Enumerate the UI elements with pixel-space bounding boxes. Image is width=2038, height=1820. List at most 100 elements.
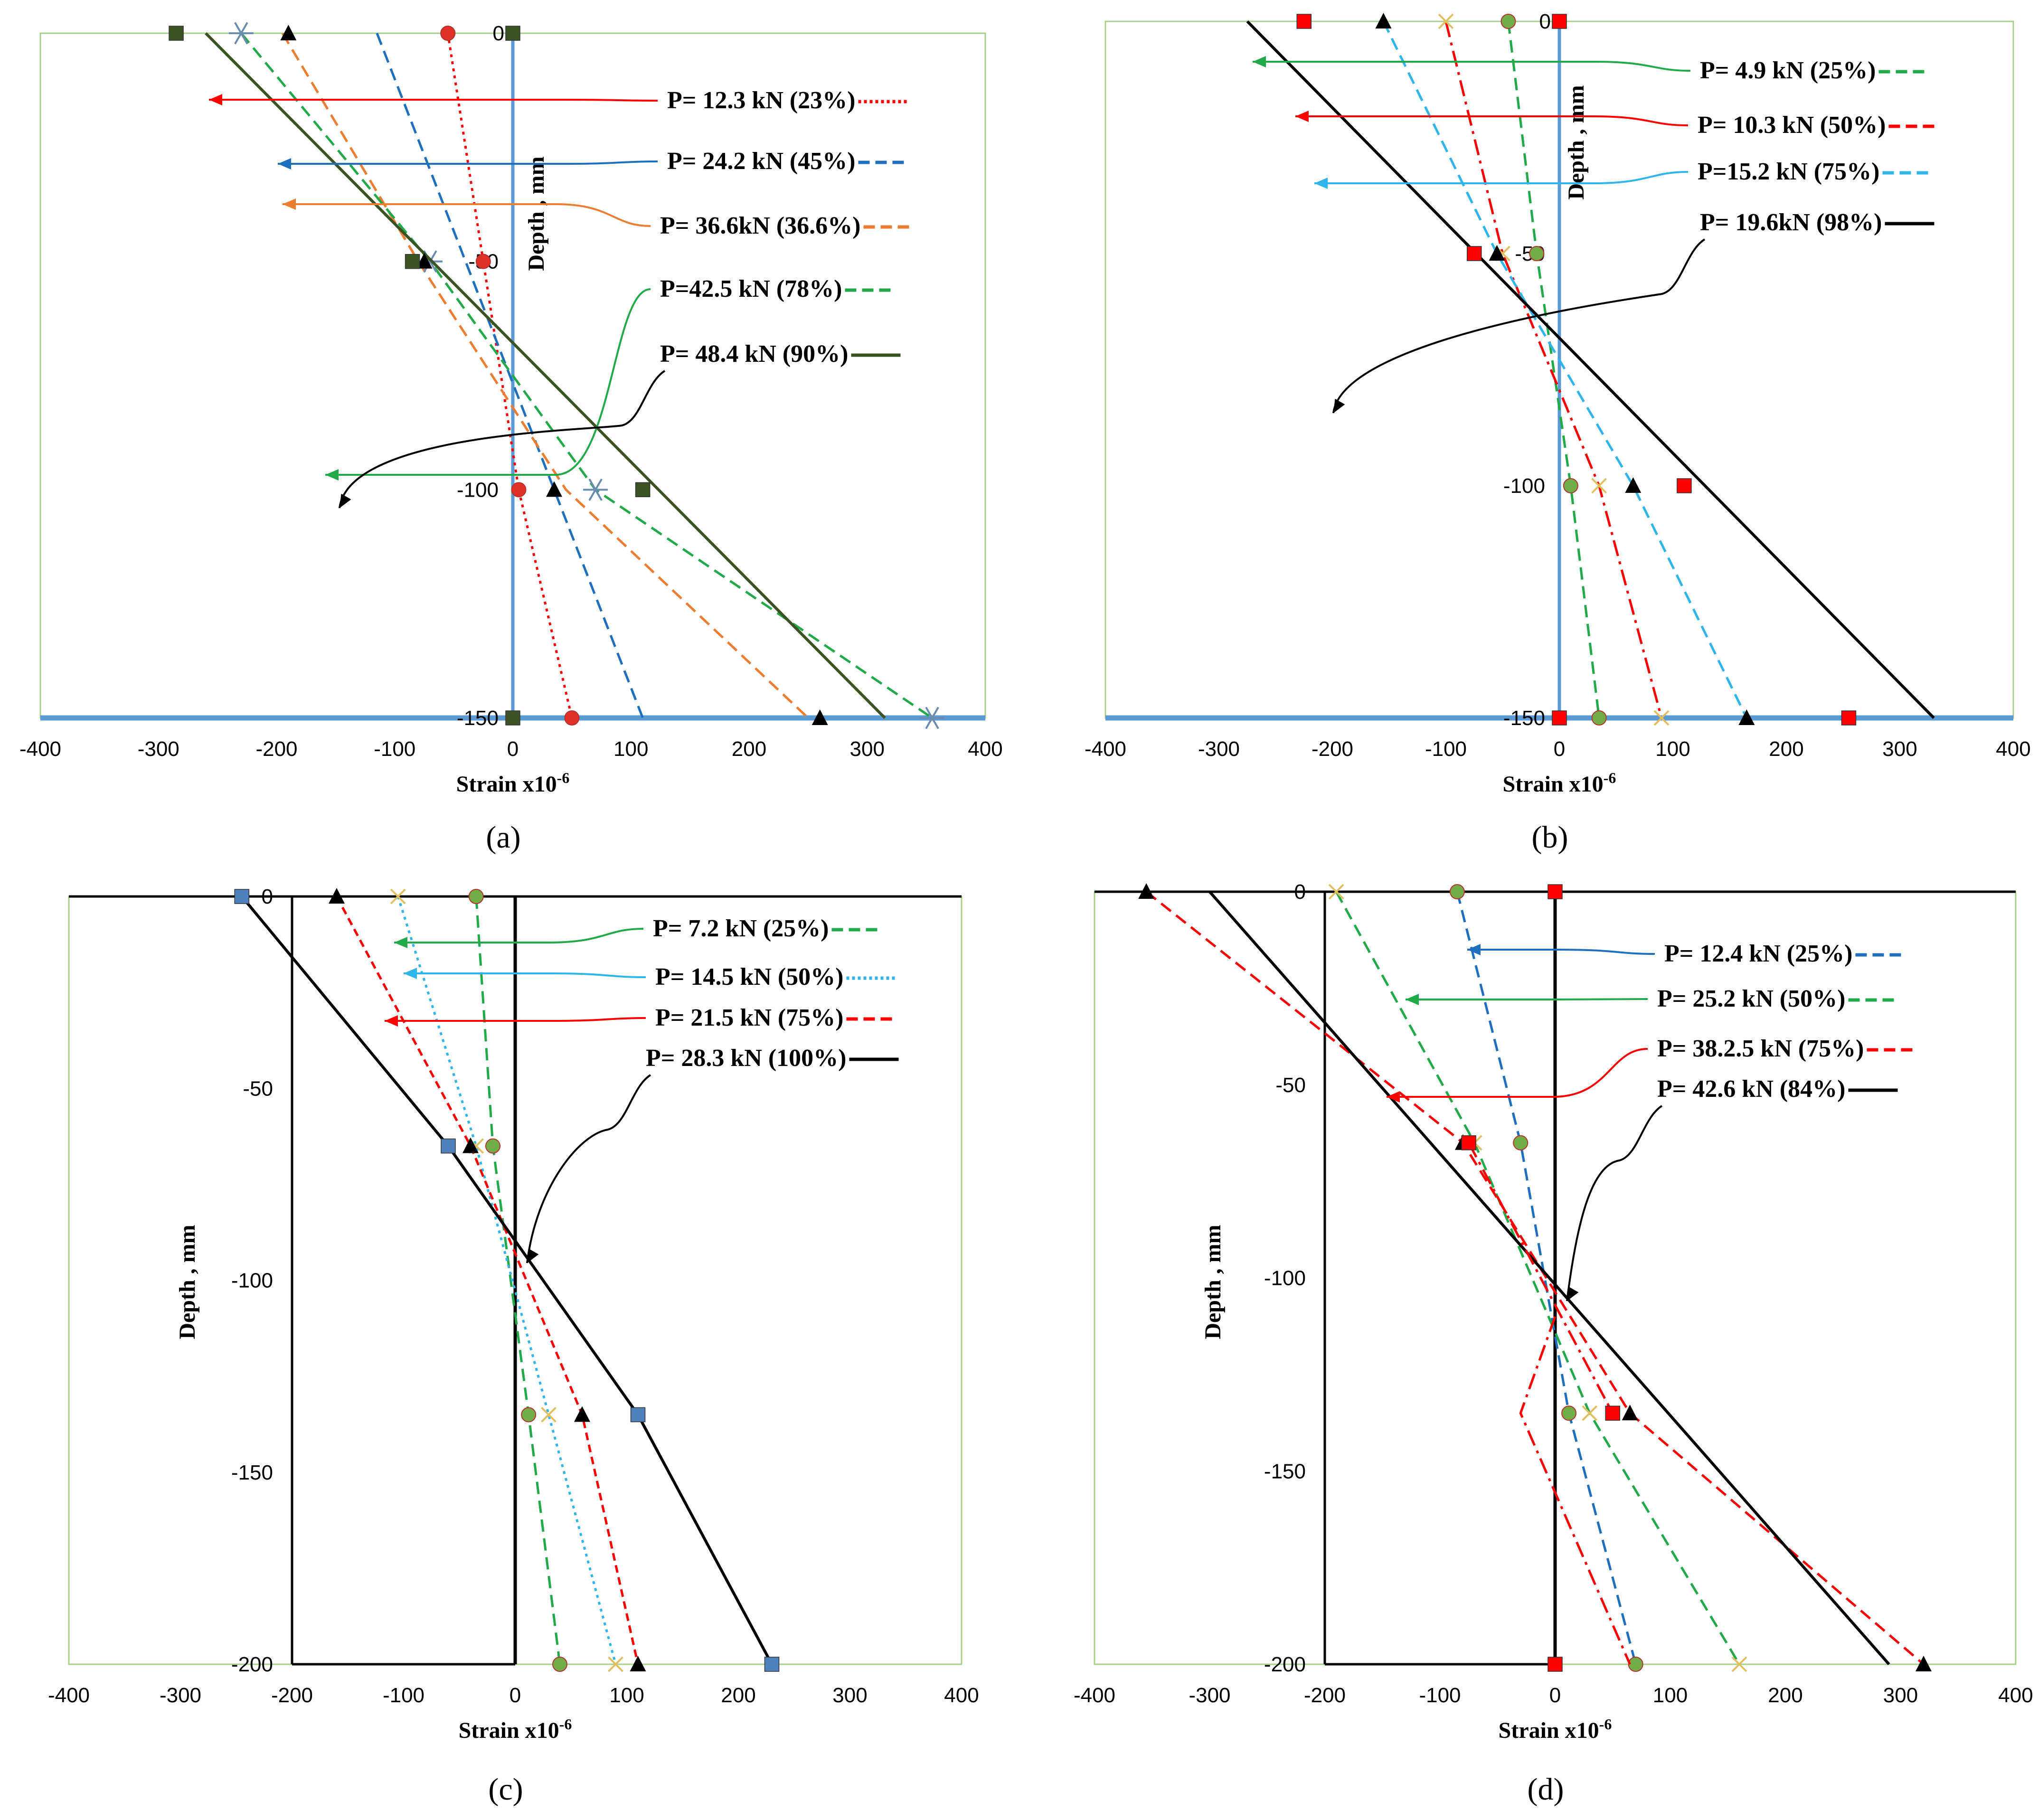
x-tick-label: -300 bbox=[1189, 1684, 1230, 1707]
data-point-circle bbox=[1563, 478, 1578, 493]
legend-entry: P= 10.3 kN (50%) bbox=[1295, 111, 1938, 139]
y-tick-label: 0 bbox=[262, 885, 273, 908]
legend-arrow bbox=[1406, 998, 1648, 1000]
series-line bbox=[446, 33, 573, 718]
series-2 bbox=[376, 33, 644, 718]
legend-arrowhead bbox=[527, 1248, 539, 1263]
x-axis-title-sup: -6 bbox=[1599, 1716, 1612, 1733]
x-tick-label: 0 bbox=[1554, 737, 1565, 761]
legend-label: P= 10.3 kN (50%) bbox=[1698, 112, 1886, 139]
data-point-circle bbox=[511, 482, 527, 498]
legend-entry: P= 12.3 kN (23%) bbox=[209, 87, 908, 114]
x-tick-label: -400 bbox=[1074, 1684, 1115, 1707]
series-3 bbox=[329, 888, 646, 1671]
chart-panel-a: -400-300-200-10001002003004000-50-100-15… bbox=[19, 22, 1003, 855]
x-tick-label: -300 bbox=[160, 1684, 201, 1707]
data-point-circle bbox=[1500, 14, 1516, 29]
data-point-square bbox=[169, 26, 184, 41]
x-tick-label: 0 bbox=[510, 1684, 521, 1707]
y-tick-label: -150 bbox=[1503, 707, 1545, 730]
series-4 bbox=[234, 889, 780, 1672]
legend-arrow bbox=[385, 1017, 646, 1022]
data-point-triangle bbox=[1622, 1405, 1638, 1421]
series-6 bbox=[280, 25, 828, 725]
data-point-x bbox=[1591, 478, 1607, 494]
data-point-triangle bbox=[574, 1406, 590, 1422]
data-point-triangle bbox=[546, 481, 563, 497]
x-tick-label: 300 bbox=[850, 737, 885, 761]
data-point-square bbox=[1841, 710, 1857, 726]
legend-arrowhead bbox=[283, 198, 296, 210]
legend-arrow bbox=[1295, 115, 1689, 126]
y-tick-label: 0 bbox=[1294, 880, 1306, 904]
x-tick-label: 200 bbox=[1769, 737, 1803, 761]
x-tick-label: 300 bbox=[1882, 737, 1917, 761]
series-line bbox=[335, 896, 639, 1665]
data-point-square bbox=[1547, 1657, 1563, 1672]
legend-entry: P= 4.9 kN (25%) bbox=[1253, 56, 1928, 84]
series-5 bbox=[1461, 884, 1620, 1672]
series-line bbox=[1208, 891, 1890, 1665]
x-tick-label: -300 bbox=[1198, 737, 1240, 761]
y-axis-title: Depth , mm bbox=[1200, 1225, 1226, 1339]
legend-entry: P= 12.4 kN (25%) bbox=[1467, 940, 1905, 967]
legend-arrow bbox=[325, 288, 651, 476]
x-axis-title: Strain x10-6 bbox=[1499, 1716, 1612, 1743]
series-line bbox=[1467, 1142, 1614, 1414]
data-point-square bbox=[764, 1657, 780, 1672]
chart-panel-d: -400 -300 -200 -100 0 100 200 300 400 0 -50 -100 -15… bbox=[1074, 880, 2033, 1807]
x-tick-label: 400 bbox=[1996, 737, 2030, 761]
data-point-circle bbox=[468, 889, 484, 904]
series-line bbox=[376, 33, 644, 718]
legend-arrow bbox=[1387, 1048, 1648, 1098]
x-axis-title-sup: -6 bbox=[557, 769, 570, 786]
legend-arrow bbox=[278, 160, 658, 165]
legend-label: P= 19.6kN (98%) bbox=[1700, 209, 1882, 236]
legend-arrowhead bbox=[1253, 56, 1266, 67]
data-point-x bbox=[1328, 884, 1344, 900]
data-point-square bbox=[441, 1138, 456, 1154]
legend-arrowhead bbox=[1406, 994, 1419, 1005]
series-5 bbox=[205, 32, 886, 719]
series-1 bbox=[468, 889, 567, 1672]
y-tick-label: -150 bbox=[231, 1461, 273, 1484]
data-point-triangle bbox=[1625, 477, 1642, 493]
legend-arrowhead bbox=[1333, 398, 1345, 413]
x-tick-label: -100 bbox=[1419, 1684, 1461, 1707]
x-axis-title-sup: -6 bbox=[559, 1716, 572, 1733]
data-point-circle bbox=[1449, 884, 1465, 899]
legend-label: P= 36.6kN (36.6%) bbox=[660, 212, 861, 239]
data-point-x bbox=[390, 888, 406, 905]
data-point-circle bbox=[521, 1407, 537, 1423]
x-tick-label: -100 bbox=[1425, 737, 1467, 761]
legend-label: P= 21.5 kN (75%) bbox=[655, 1004, 844, 1031]
series-2 bbox=[390, 888, 623, 1672]
panel-caption: (c) bbox=[488, 1772, 523, 1807]
data-point-x bbox=[1653, 710, 1670, 726]
data-point-circle bbox=[1513, 1135, 1528, 1150]
data-point-triangle bbox=[1915, 1656, 1932, 1671]
data-point-triangle bbox=[329, 888, 345, 904]
series-1 bbox=[1500, 14, 1607, 726]
legend-label: P= 12.4 kN (25%) bbox=[1664, 940, 1853, 967]
legend-arrowhead bbox=[404, 968, 417, 979]
x-tick-label: 200 bbox=[732, 737, 766, 761]
x-tick-label: 200 bbox=[1768, 1684, 1802, 1707]
x-tick-label: 0 bbox=[1549, 1684, 1561, 1707]
legend-arrowhead bbox=[278, 158, 291, 170]
legend-arrowhead bbox=[385, 1015, 398, 1027]
data-point-triangle bbox=[630, 1656, 646, 1671]
y-tick-label: -100 bbox=[1503, 474, 1545, 498]
x-tick-label: -400 bbox=[48, 1684, 90, 1707]
data-point-circle bbox=[485, 1138, 500, 1154]
legend-entry: P= 42.6 kN (84%) bbox=[1566, 1075, 1898, 1301]
legend-arrowhead bbox=[1295, 111, 1309, 122]
series-3 bbox=[281, 32, 809, 719]
x-axis-title: Strain x10-6 bbox=[459, 1716, 572, 1743]
x-tick-label: -400 bbox=[19, 737, 61, 761]
legend-arrow bbox=[526, 1074, 651, 1264]
data-point-x bbox=[1438, 13, 1454, 29]
y-tick-label: -50 bbox=[1275, 1074, 1306, 1097]
data-point-triangle bbox=[1375, 13, 1392, 28]
y-tick-label: 0 bbox=[1539, 10, 1551, 33]
